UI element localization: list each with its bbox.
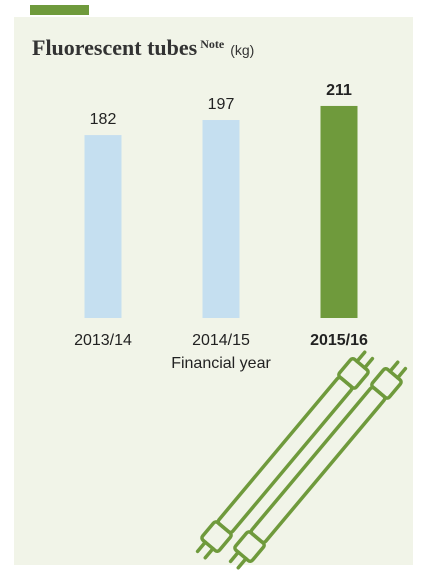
chart-title: Fluorescent tubes Note (kg) [32,35,254,60]
value-label: 211 [326,82,352,99]
bar [202,120,240,318]
title-text: Fluorescent tubes [32,35,198,60]
value-label: 182 [90,111,117,128]
title-unit: (kg) [230,42,254,58]
bar [84,135,122,318]
value-label: 197 [208,96,235,113]
x-axis-label: Financial year [171,355,271,372]
x-tick-label: 2015/16 [310,332,368,349]
tube-icon [195,350,408,570]
x-tick-label: 2014/15 [192,332,250,349]
x-tick-label: 2013/14 [74,332,132,349]
accent-bar [30,5,89,15]
title-note: Note [200,37,225,51]
bar [320,105,358,318]
